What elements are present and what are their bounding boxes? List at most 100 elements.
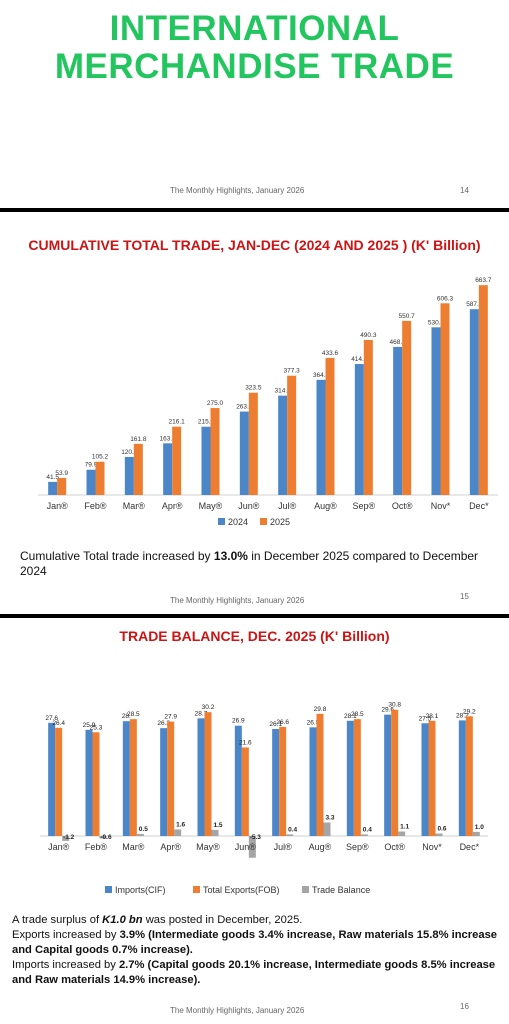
legend-label-Total Exports(FOB): Total Exports(FOB) <box>203 885 280 895</box>
legend-swatch-Total Exports(FOB) <box>193 886 200 893</box>
bar-Imports(CIF)-8 <box>346 720 354 836</box>
legend-label-2025: 2025 <box>270 517 290 527</box>
bar-Total Exports(FOB)-9 <box>391 709 399 836</box>
bar-Total Exports(FOB)-4 <box>204 712 212 836</box>
cumulative-trade-slide: CUMULATIVE TOTAL TRADE, JAN-DEC (2024 AN… <box>0 212 509 614</box>
data-label-2024-7: 364.2 <box>313 372 330 379</box>
data-label-Total Exports(FOB)-8: 28.5 <box>351 711 364 718</box>
data-label-2025-3: 216.1 <box>169 419 186 426</box>
bar-Imports(CIF)-10 <box>421 723 429 836</box>
legend-swatch-2025 <box>260 518 267 525</box>
data-label-Total Exports(FOB)-6: 26.6 <box>276 719 289 726</box>
x-tick-label: May® <box>196 842 220 852</box>
bar-Imports(CIF)-7 <box>309 727 317 836</box>
data-label-Total Exports(FOB)-10: 28.1 <box>426 713 439 720</box>
bar-2024-2 <box>124 456 134 495</box>
x-tick-label: May® <box>199 501 223 511</box>
bar-2024-11 <box>469 309 479 495</box>
bar-Imports(CIF)-4 <box>197 718 205 836</box>
data-label-2025-10: 606.3 <box>437 295 454 302</box>
trade-balance-slide: TRADE BALANCE, DEC. 2025 (K' Billion) 27… <box>0 618 509 1024</box>
bar-2025-8 <box>363 339 373 495</box>
page-number: 14 <box>460 186 469 195</box>
bar-2025-5 <box>248 392 258 495</box>
data-label-2024-8: 414.2 <box>351 356 368 363</box>
data-label-Imports(CIF)-3: 26.3 <box>157 720 170 727</box>
bar-2025-6 <box>287 375 297 495</box>
bar-Trade Balance-4 <box>211 829 219 836</box>
legend-label-Imports(CIF): Imports(CIF) <box>115 885 166 895</box>
data-label-Total Exports(FOB)-2: 28.5 <box>127 711 140 718</box>
bar-2024-5 <box>239 411 249 495</box>
legend-swatch-2024 <box>218 518 225 525</box>
data-label-Trade Balance-4: 1.5 <box>213 822 222 829</box>
x-tick-label: Jan® <box>48 842 70 852</box>
data-label-2025-7: 433.6 <box>322 350 339 357</box>
bar-2025-2 <box>133 443 143 495</box>
bar-Total Exports(FOB)-10 <box>428 720 436 836</box>
bar-Imports(CIF)-6 <box>272 728 280 836</box>
x-tick-label: Feb® <box>85 842 108 852</box>
data-label-Trade Balance-5: -5.3 <box>250 834 262 841</box>
data-label-2024-2: 120.3 <box>121 449 138 456</box>
legend-label-Trade Balance: Trade Balance <box>312 885 370 895</box>
bar-Imports(CIF)-5 <box>234 725 242 836</box>
data-label-Imports(CIF)-8: 28.1 <box>344 713 357 720</box>
legend-swatch-Trade Balance <box>302 886 309 893</box>
bar-Trade Balance-10 <box>435 833 443 836</box>
data-label-Imports(CIF)-0: 27.6 <box>45 715 58 722</box>
bar-2024-4 <box>201 426 211 495</box>
bar-Trade Balance-7 <box>323 822 331 836</box>
bar-Total Exports(FOB)-8 <box>353 719 361 836</box>
data-label-2025-8: 490.3 <box>360 332 377 339</box>
data-label-2024-0: 41.5 <box>46 474 59 481</box>
bar-Total Exports(FOB)-1 <box>92 732 100 836</box>
bar-2024-7 <box>316 379 326 495</box>
data-label-Trade Balance-10: 0.6 <box>437 826 446 833</box>
x-tick-label: Sep® <box>346 842 369 852</box>
bar-Imports(CIF)-0 <box>48 722 56 836</box>
bar-2025-4 <box>210 408 220 495</box>
bar-2024-6 <box>278 395 288 495</box>
trade-balance-chart: 27.626.4-1.2Jan®25.925.3-0.6Feb®28.28.50… <box>40 702 488 895</box>
data-label-Imports(CIF)-2: 28. <box>122 713 131 720</box>
bar-Trade Balance-5 <box>248 836 256 858</box>
data-label-Trade Balance-7: 3.3 <box>325 814 334 821</box>
bar-Imports(CIF)-1 <box>85 729 93 836</box>
bar-2025-3 <box>172 426 182 495</box>
data-label-Trade Balance-8: 0.4 <box>363 826 372 833</box>
data-label-Trade Balance-11: 1.0 <box>475 824 484 831</box>
x-tick-label: Oct® <box>392 501 413 511</box>
x-tick-label: Mar® <box>122 842 144 852</box>
data-label-Total Exports(FOB)-0: 26.4 <box>52 720 65 727</box>
data-label-Imports(CIF)-9: 29.6 <box>381 707 394 714</box>
bar-2024-1 <box>86 469 96 495</box>
chart-caption: Cumulative Total trade increased by 13.0… <box>20 549 479 578</box>
bar-2025-1 <box>95 461 105 495</box>
bar-Total Exports(FOB)-5 <box>241 747 249 836</box>
bar-Trade Balance-6 <box>286 834 294 836</box>
legend-label-2024: 2024 <box>228 517 248 527</box>
bar-2024-8 <box>354 364 364 495</box>
bar-Total Exports(FOB)-3 <box>167 721 175 836</box>
bar-Trade Balance-2 <box>136 833 144 836</box>
data-label-2024-10: 530.3 <box>428 319 445 326</box>
data-label-Trade Balance-6: 0.4 <box>288 826 297 833</box>
data-label-Total Exports(FOB)-4: 30.2 <box>202 704 215 711</box>
bar-Imports(CIF)-3 <box>160 728 168 836</box>
data-label-2025-1: 105.2 <box>92 454 109 461</box>
page-number: 16 <box>460 1002 469 1011</box>
slide-footer: The Monthly Highlights, January 2026 <box>170 596 305 605</box>
slide-footer: The Monthly Highlights, January 2026 <box>170 1006 305 1015</box>
legend-swatch-Imports(CIF) <box>105 886 112 893</box>
bar-Total Exports(FOB)-0 <box>55 727 63 836</box>
data-label-2024-6: 314.2 <box>275 388 292 395</box>
x-tick-label: Feb® <box>84 501 107 511</box>
x-tick-label: Nov* <box>431 501 451 511</box>
bar-2025-0 <box>57 477 67 495</box>
bar-Total Exports(FOB)-7 <box>316 713 324 836</box>
data-label-2024-1: 79.9 <box>85 462 98 469</box>
data-label-2024-9: 468.4 <box>390 339 407 346</box>
data-label-2025-6: 377.3 <box>284 368 301 375</box>
bar-2025-10 <box>440 303 450 495</box>
